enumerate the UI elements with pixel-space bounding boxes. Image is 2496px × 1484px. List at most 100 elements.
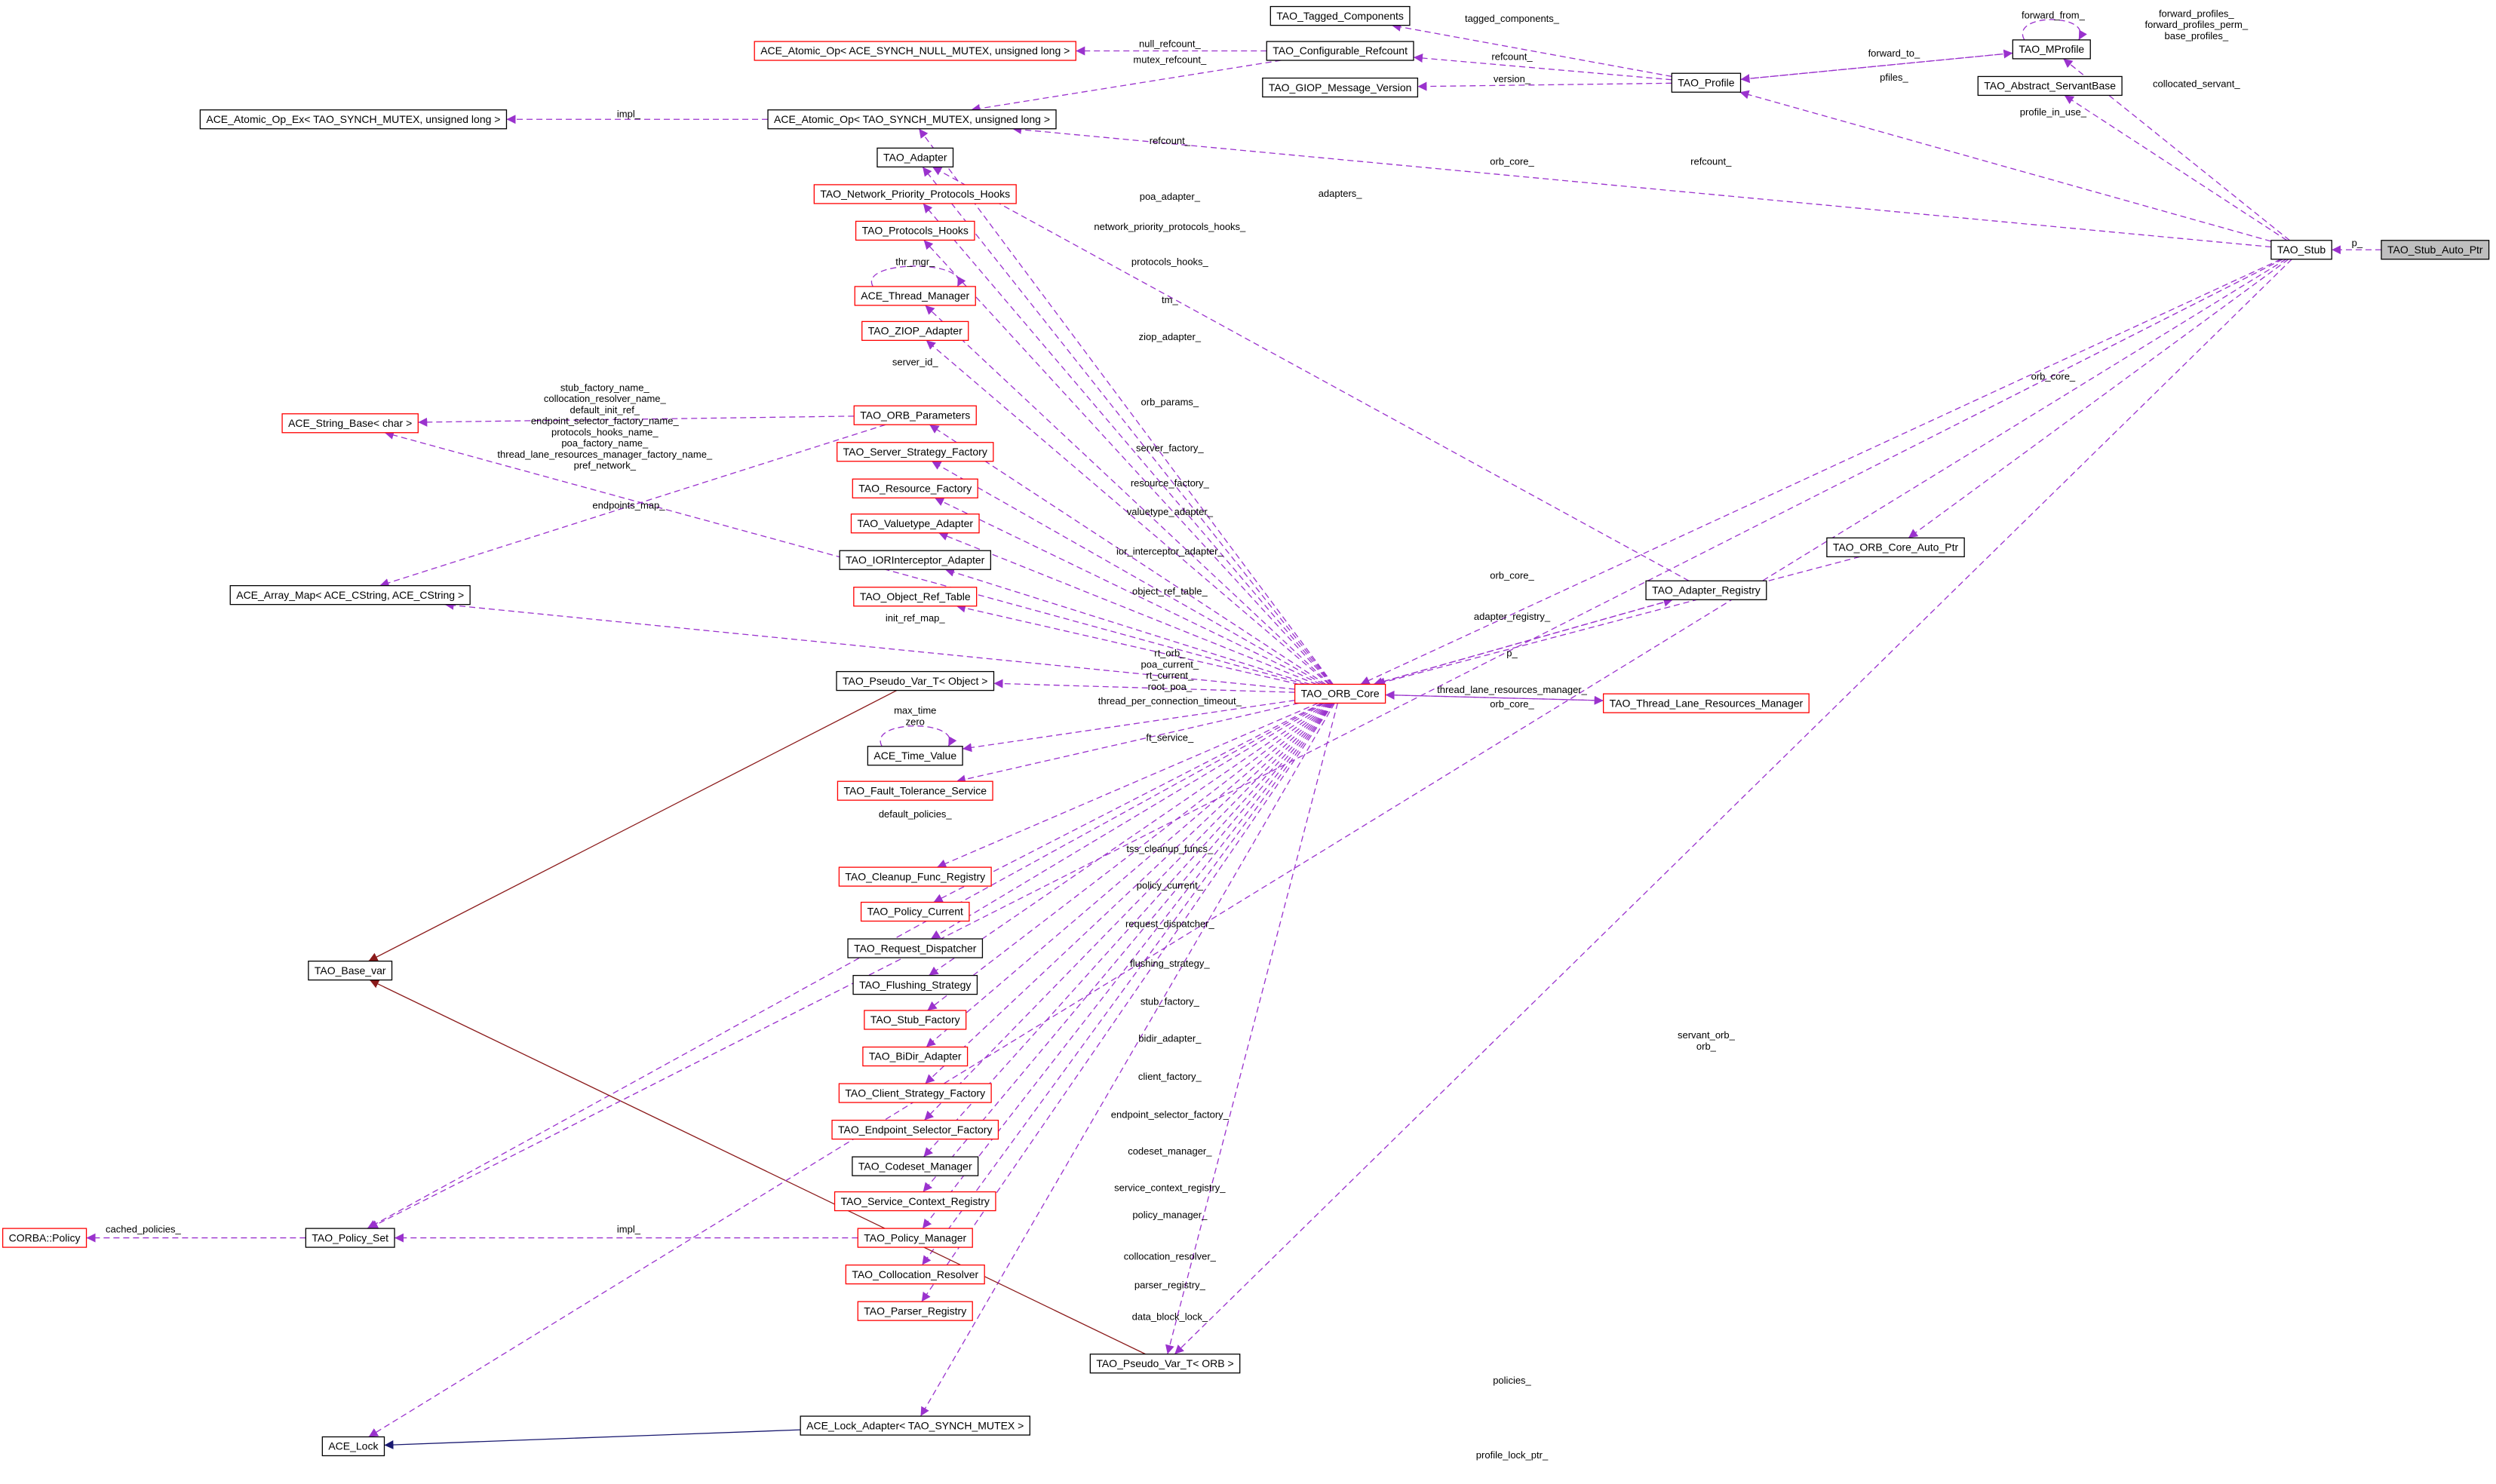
edge-label: p_ bbox=[1506, 648, 1518, 659]
node-box bbox=[1089, 1354, 1241, 1374]
edge-label: orb_core_ bbox=[2031, 371, 2076, 382]
edge-label: cached_policies_ bbox=[106, 1223, 182, 1234]
edge-label: protocols_hooks_ bbox=[1131, 256, 1209, 268]
usage-edge bbox=[1413, 54, 1672, 81]
node-box bbox=[853, 587, 978, 607]
usage-edge bbox=[929, 424, 1326, 685]
edge-label: stub_factory_ bbox=[1141, 996, 1200, 1007]
usage-edge bbox=[1391, 22, 1672, 78]
edge-label: impl_ bbox=[617, 1223, 641, 1234]
node-box bbox=[847, 938, 984, 958]
edge-label: service_context_registry_ bbox=[1114, 1182, 1226, 1194]
node-label: TAO_Server_Strategy_Factory bbox=[843, 446, 987, 458]
edge-label: policies_ bbox=[1493, 1375, 1531, 1386]
usage-edge bbox=[1012, 124, 2271, 248]
node-label: TAO_MProfile bbox=[2019, 43, 2084, 55]
usage-edge bbox=[1360, 259, 2282, 685]
edge-label: forward_to_ bbox=[1868, 48, 1920, 59]
usage-edge bbox=[925, 702, 1331, 1084]
edge-label: collocation_resolver_name_ bbox=[544, 393, 667, 404]
node-box bbox=[852, 478, 978, 498]
edge-label: root_poa_ bbox=[1148, 681, 1193, 692]
node-box bbox=[1602, 693, 1810, 713]
usage-edge bbox=[933, 702, 1322, 903]
edge-label: object_ref_table_ bbox=[1132, 585, 1208, 596]
edge-label: thread_lane_resources_manager_factory_na… bbox=[497, 449, 713, 460]
node-label: TAO_Network_Priority_Protocols_Hooks bbox=[820, 188, 1010, 200]
node-label: ACE_Lock_Adapter< TAO_SYNCH_MUTEX > bbox=[806, 1419, 1024, 1431]
node-label: ACE_Atomic_Op< TAO_SYNCH_MUTEX, unsigned… bbox=[774, 113, 1050, 125]
usage-edge bbox=[925, 305, 1331, 685]
usage-edge bbox=[938, 532, 1317, 685]
node-box bbox=[837, 442, 994, 462]
edge-label: zero bbox=[906, 716, 925, 727]
node-box bbox=[852, 1156, 979, 1176]
node-box bbox=[2381, 240, 2490, 260]
node-label: TAO_Pseudo_Var_T< ORB > bbox=[1096, 1357, 1233, 1369]
inheritance-edge bbox=[384, 1429, 801, 1450]
node-box bbox=[305, 1228, 395, 1248]
usage-edge bbox=[923, 203, 1333, 685]
node-box bbox=[836, 670, 995, 691]
node-label: ACE_String_Base< char > bbox=[288, 417, 412, 429]
node-label: TAO_Cleanup_Func_Registry bbox=[845, 870, 985, 882]
usage-edge bbox=[922, 166, 1334, 685]
node-box bbox=[1262, 77, 1419, 98]
edge-label: forward_profiles_ bbox=[2159, 8, 2234, 19]
edge-label: pfiles_ bbox=[1880, 72, 1908, 83]
node-label: TAO_IORInterceptor_Adapter bbox=[846, 553, 984, 566]
usage-edge bbox=[931, 461, 1324, 685]
node-label: TAO_Adapter bbox=[883, 152, 947, 164]
edge-label: pref_network_ bbox=[574, 460, 637, 471]
usage-edge bbox=[368, 259, 2287, 1438]
edge-label: poa_adapter_ bbox=[1140, 191, 1201, 202]
edge-label: request_dispatcher_ bbox=[1125, 918, 1215, 929]
node-label: TAO_Collocation_Resolver bbox=[852, 1268, 978, 1280]
edge-label: max_time bbox=[894, 705, 936, 716]
node-box bbox=[837, 780, 993, 801]
edge-label: server_id_ bbox=[892, 357, 938, 368]
node-label: TAO_Configurable_Refcount bbox=[1273, 44, 1408, 57]
usage-edge bbox=[918, 128, 1334, 685]
usage-edge bbox=[934, 497, 1322, 685]
usage-edge bbox=[944, 568, 1311, 685]
node-box bbox=[281, 413, 419, 434]
node-label: TAO_Valuetype_Adapter bbox=[857, 517, 973, 529]
edge-label: impl_ bbox=[617, 108, 641, 119]
node-box bbox=[767, 109, 1057, 130]
usage-edge bbox=[1740, 52, 2013, 84]
node-label: ACE_Array_Map< ACE_CString, ACE_CString … bbox=[236, 589, 464, 601]
node-box bbox=[839, 550, 991, 570]
edge-label: forward_from_ bbox=[2022, 10, 2086, 21]
node-box bbox=[857, 1228, 973, 1248]
node-box bbox=[813, 184, 1017, 204]
edge-label: server_factory_ bbox=[1136, 442, 1204, 453]
usage-edge bbox=[2022, 19, 2087, 41]
node-label: TAO_Object_Ref_Table bbox=[860, 590, 971, 602]
node-label: TAO_GIOP_Message_Version bbox=[1269, 81, 1412, 94]
edge-label: network_priority_protocols_hooks_ bbox=[1094, 221, 1246, 232]
edge-label: null_refcount_ bbox=[1139, 38, 1201, 50]
usage-edge bbox=[384, 431, 1306, 685]
edge-label: endpoints_map_ bbox=[592, 499, 665, 511]
edge-label: data_block_lock_ bbox=[1132, 1311, 1208, 1323]
usage-edge bbox=[1373, 597, 1673, 685]
usage-edge bbox=[368, 259, 2283, 1229]
node-box bbox=[852, 974, 978, 995]
edge-label: refcount_ bbox=[1150, 135, 1191, 146]
edge-label: parser_registry_ bbox=[1134, 1279, 1206, 1290]
edge-label: endpoint_selector_factory_name_ bbox=[531, 415, 680, 427]
node-box bbox=[1266, 41, 1414, 61]
edge-label: orb_core_ bbox=[1490, 569, 1534, 581]
node-box bbox=[853, 405, 977, 425]
edge-labels: p_ tagged_components_ null_refcount_refcou… bbox=[106, 8, 2363, 1461]
node-box bbox=[308, 960, 393, 981]
node-label: TAO_Parser_Registry bbox=[864, 1305, 966, 1317]
usage-edge bbox=[444, 600, 1295, 690]
edge-label: default_policies_ bbox=[879, 808, 953, 820]
node-box bbox=[2270, 240, 2332, 260]
usage-edge bbox=[971, 60, 1282, 113]
edge-label: ft_service_ bbox=[1146, 731, 1194, 743]
